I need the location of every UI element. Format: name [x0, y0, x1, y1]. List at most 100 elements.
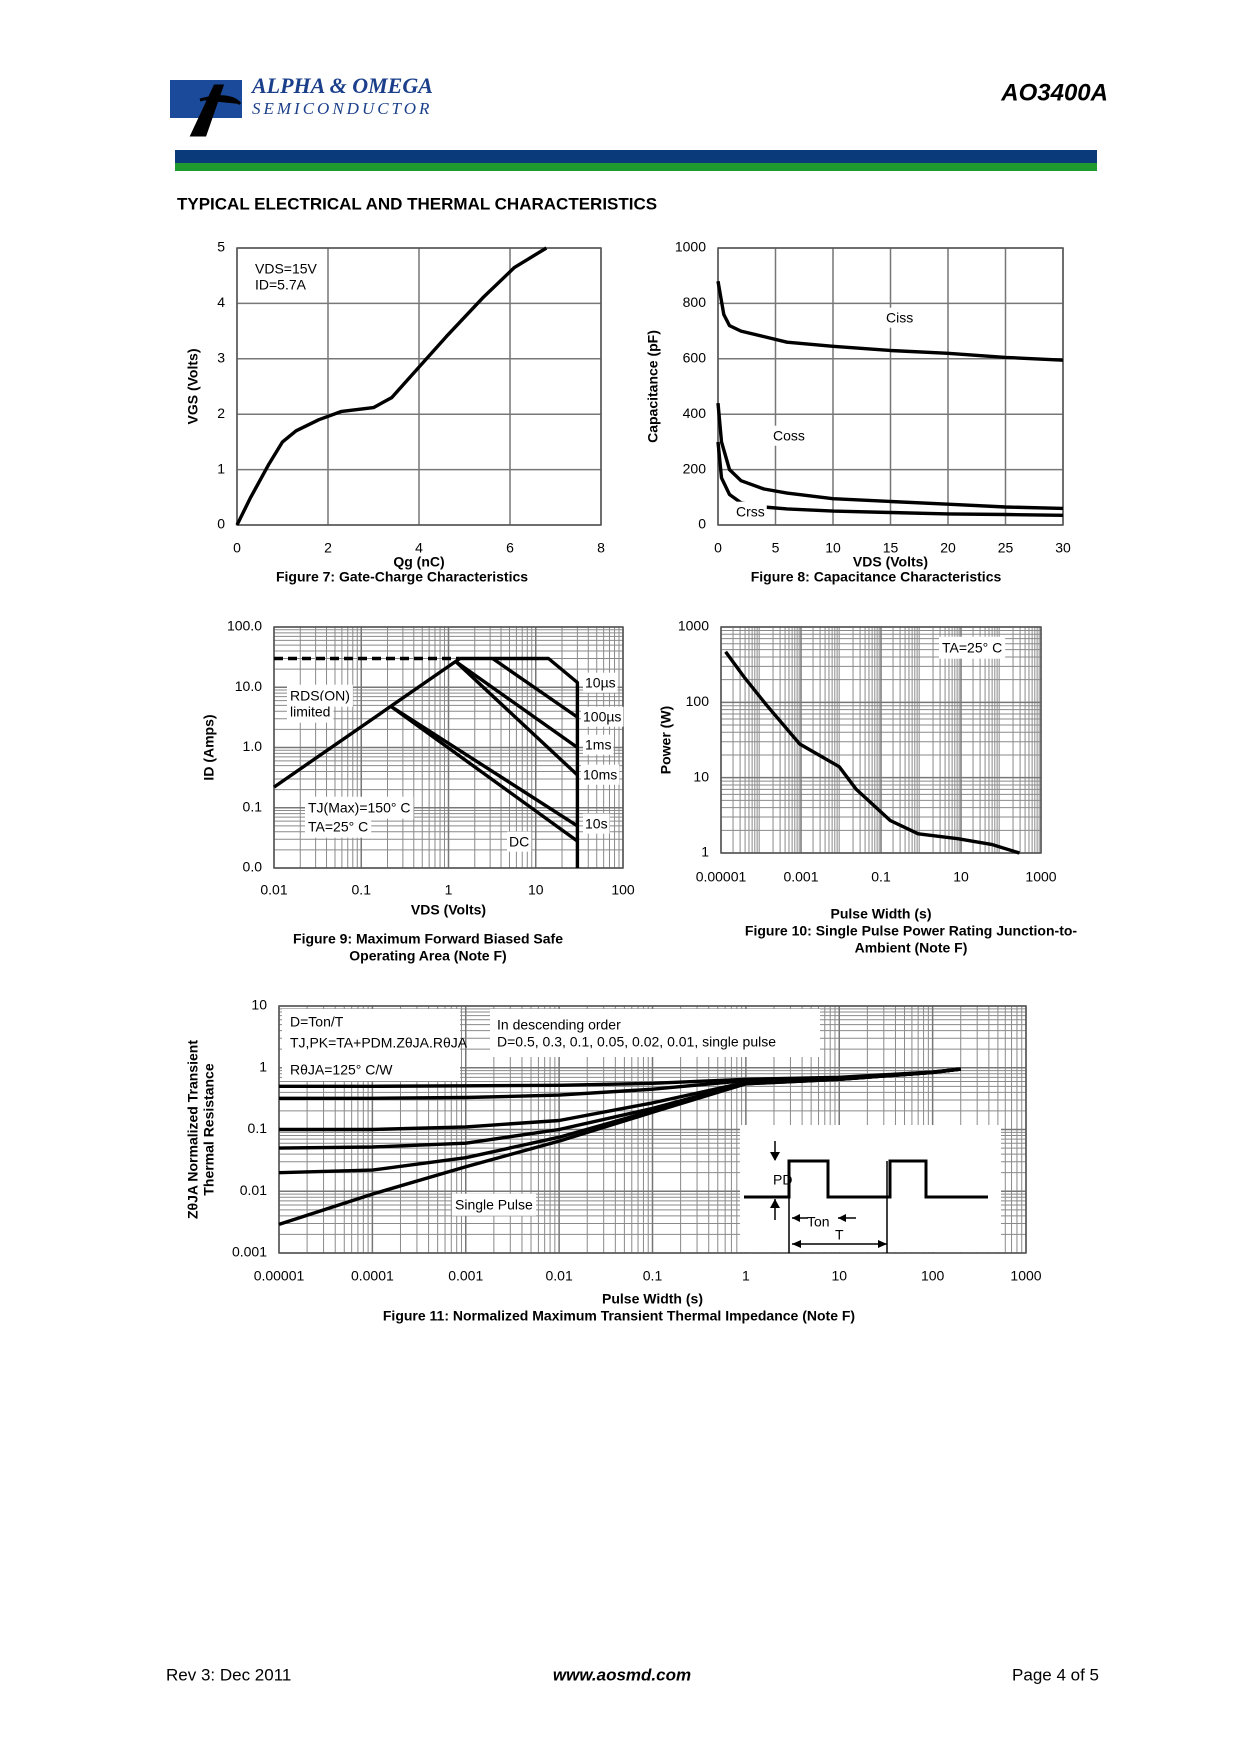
- series-line: [716, 402, 1064, 511]
- company-division: SEMICONDUCTOR: [252, 99, 432, 118]
- series-line: [390, 705, 579, 843]
- y-tick-label: 10: [693, 768, 709, 784]
- annotation-box: [287, 700, 334, 723]
- x-tick-label: 30: [1055, 540, 1071, 556]
- x-tick-label: 0.001: [448, 1268, 483, 1284]
- x-axis-label: Qg (nC): [393, 554, 444, 570]
- figure-title: Figure 9: Maximum Forward Biased Safe: [293, 931, 563, 947]
- x-tick-label: 25: [998, 540, 1014, 556]
- annotation-box: [282, 1009, 460, 1081]
- x-tick-label: 2: [324, 540, 332, 556]
- annotation-box: [305, 815, 372, 838]
- series-line: [278, 1067, 961, 1227]
- y-tick-label: 4: [217, 294, 225, 310]
- y-tick-label: 400: [683, 405, 707, 421]
- y-tick-label: 10.0: [235, 678, 262, 694]
- y-axis-label: Power (W): [658, 706, 674, 774]
- footer-website: www.aosmd.com: [553, 1665, 691, 1684]
- annotation: VDS=15V: [255, 261, 318, 277]
- series-line: [454, 659, 579, 749]
- y-tick-label: 10: [251, 997, 267, 1013]
- annotation: 1ms: [585, 737, 611, 753]
- y-tick-label: 1: [217, 460, 225, 476]
- figure-title: Figure 8: Capacitance Characteristics: [751, 569, 1002, 585]
- x-tick-label: 10: [825, 540, 841, 556]
- x-tick-label: 10: [953, 869, 969, 885]
- y-tick-label: 1: [701, 844, 709, 860]
- x-tick-label: 4: [415, 540, 423, 556]
- x-tick-label: 0: [233, 540, 241, 556]
- series-line: [491, 657, 579, 719]
- y-tick-label: 3: [217, 350, 225, 366]
- y-tick-label: 1000: [675, 239, 706, 255]
- y-axis-label: VGS (Volts): [185, 349, 201, 425]
- x-tick-label: 100: [921, 1268, 945, 1284]
- inset-box: [740, 1125, 1001, 1252]
- x-tick-label: 0.00001: [696, 869, 747, 885]
- annotation-box: [581, 764, 620, 785]
- y-tick-label: 0.01: [240, 1182, 267, 1198]
- annotation: TJ,PK=TA+PDM.ZθJA.RθJA: [290, 1035, 468, 1051]
- y-tick-label: 100.0: [227, 618, 262, 634]
- y-axis-label: ZθJA Normalized Transient: [185, 1040, 201, 1219]
- y-tick-label: 200: [683, 460, 707, 476]
- annotation: Single Pulse: [455, 1197, 533, 1213]
- annotation-box: [583, 672, 618, 693]
- annotation: In descending order: [497, 1017, 621, 1033]
- figure-title: Figure 7: Gate-Charge Characteristics: [276, 569, 528, 585]
- annotation-box: [490, 1009, 820, 1057]
- x-tick-label: 20: [940, 540, 956, 556]
- x-tick-label: 0.1: [352, 882, 372, 898]
- x-tick-label: 15: [883, 540, 899, 556]
- annotation: 10s: [585, 816, 608, 832]
- annotation: RDS(ON): [290, 688, 350, 704]
- figure-title: Operating Area (Note F): [349, 948, 506, 964]
- annotation: 10µs: [585, 675, 616, 691]
- company-name: ALPHA & OMEGA: [250, 73, 433, 98]
- y-axis-label: ID (Amps): [201, 714, 217, 780]
- y-tick-label: 0.001: [232, 1244, 267, 1260]
- annotation: 10ms: [583, 767, 617, 783]
- header-bar-green: [175, 163, 1097, 171]
- x-tick-label: 8: [597, 540, 605, 556]
- pulse-guides: [774, 1141, 888, 1253]
- annotation: PD: [773, 1172, 792, 1188]
- x-tick-label: 100: [611, 882, 635, 898]
- series-line: [716, 280, 1064, 362]
- y-tick-label: 2: [217, 405, 225, 421]
- x-tick-label: 0.001: [783, 869, 818, 885]
- x-tick-label: 0.01: [260, 882, 287, 898]
- annotation-box: [507, 831, 532, 852]
- footer-page: Page 4 of 5: [1012, 1665, 1099, 1684]
- y-tick-label: 1: [259, 1058, 267, 1074]
- annotation: limited: [290, 704, 330, 720]
- x-tick-label: 5: [772, 540, 780, 556]
- part-number: AO3400A: [1000, 79, 1108, 106]
- series-line: [459, 656, 580, 868]
- annotation-box: [583, 813, 610, 834]
- y-tick-label: 100: [686, 693, 710, 709]
- x-tick-label: 0.00001: [254, 1268, 305, 1284]
- series-line: [716, 441, 1064, 517]
- x-axis-label: VDS (Volts): [411, 902, 486, 918]
- y-tick-label: 1.0: [243, 738, 263, 754]
- y-tick-label: 0.1: [248, 1120, 268, 1136]
- y-tick-label: 800: [683, 294, 707, 310]
- y-tick-label: 0: [217, 516, 225, 532]
- x-tick-label: 0.01: [546, 1268, 573, 1284]
- x-tick-label: 10: [831, 1268, 847, 1284]
- annotation: TA=25° C: [308, 819, 368, 835]
- annotation-box: [583, 734, 614, 755]
- annotation: Ciss: [886, 310, 913, 326]
- y-tick-label: 1000: [678, 618, 709, 634]
- series-line: [454, 660, 579, 777]
- x-tick-label: 10: [528, 882, 544, 898]
- x-tick-label: 1: [742, 1268, 750, 1284]
- figure-title: Figure 11: Normalized Maximum Transient …: [383, 1308, 855, 1324]
- y-tick-label: 0: [698, 516, 706, 532]
- y-tick-label: 5: [217, 239, 225, 255]
- figure-title: Ambient (Note F): [855, 940, 968, 956]
- annotation: T: [835, 1227, 844, 1243]
- logo-mark: [189, 84, 242, 137]
